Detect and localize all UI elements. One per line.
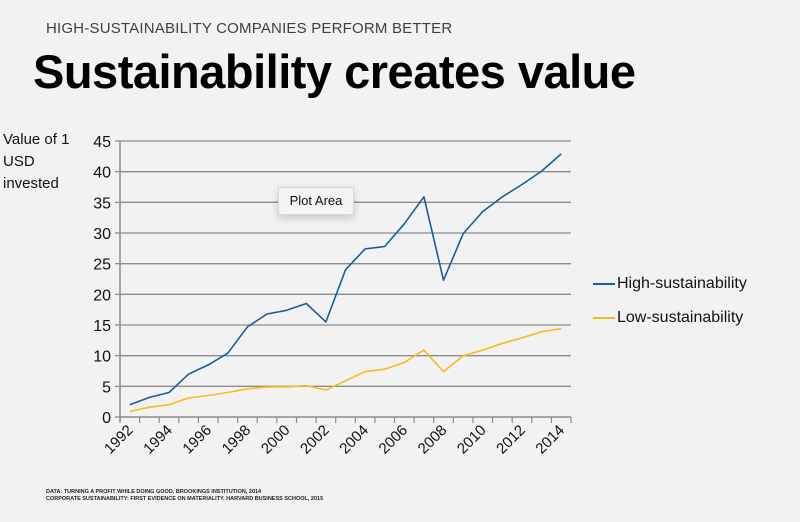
x-tick-label: 2004 — [336, 422, 372, 458]
x-tick-label: 2002 — [297, 422, 333, 458]
legend-label: High-sustainability — [617, 275, 747, 292]
legend-item-low[interactable]: Low-sustainability — [593, 309, 743, 327]
x-tick-label: 1996 — [179, 422, 215, 458]
x-tick-label: 2008 — [415, 422, 451, 458]
y-tick-label: 25 — [93, 257, 111, 274]
y-tick-label: 35 — [93, 195, 111, 212]
y-tick-label: 5 — [102, 379, 111, 396]
x-tick-label: 1992 — [101, 422, 137, 458]
y-axis-label: Value of 1 USD invested — [3, 131, 70, 192]
legend-label: Low-sustainability — [617, 309, 744, 326]
x-tick-label: 1998 — [219, 422, 255, 458]
plot-area-tooltip: Plot Area — [278, 187, 354, 215]
y-tick-label: 0 — [102, 410, 111, 427]
y-tick-label: 40 — [93, 165, 111, 182]
y-tick-label: 45 — [93, 134, 111, 151]
y-tick-label: 10 — [93, 349, 111, 366]
y-tick-label: 20 — [93, 287, 111, 304]
x-tick-label: 2000 — [258, 422, 294, 458]
y-tick-label: 30 — [93, 226, 111, 243]
source-note-2: CORPORATE SUSTAINABILITY: FIRST EVIDENCE… — [46, 496, 324, 502]
series-line-low-sustainability — [129, 327, 562, 413]
legend-item-high[interactable]: High-sustainability — [593, 275, 747, 293]
source-note-1: DATA: TURNING A PROFIT WHILE DOING GOOD.… — [46, 489, 262, 495]
x-tick-label: 2010 — [454, 422, 490, 458]
slide-title: Sustainability creates value — [33, 45, 636, 98]
x-tick-label: 2014 — [532, 422, 568, 458]
series-line-high-sustainability — [129, 153, 562, 406]
y-tick-label: 15 — [93, 318, 111, 335]
x-tick-label: 1994 — [140, 422, 176, 458]
slide-subtitle: HIGH-SUSTAINABILITY COMPANIES PERFORM BE… — [46, 20, 453, 37]
x-tick-label: 2012 — [493, 422, 529, 458]
legend-line-icon — [593, 283, 615, 285]
x-tick-label: 2006 — [376, 422, 412, 458]
legend-line-icon — [593, 317, 615, 319]
